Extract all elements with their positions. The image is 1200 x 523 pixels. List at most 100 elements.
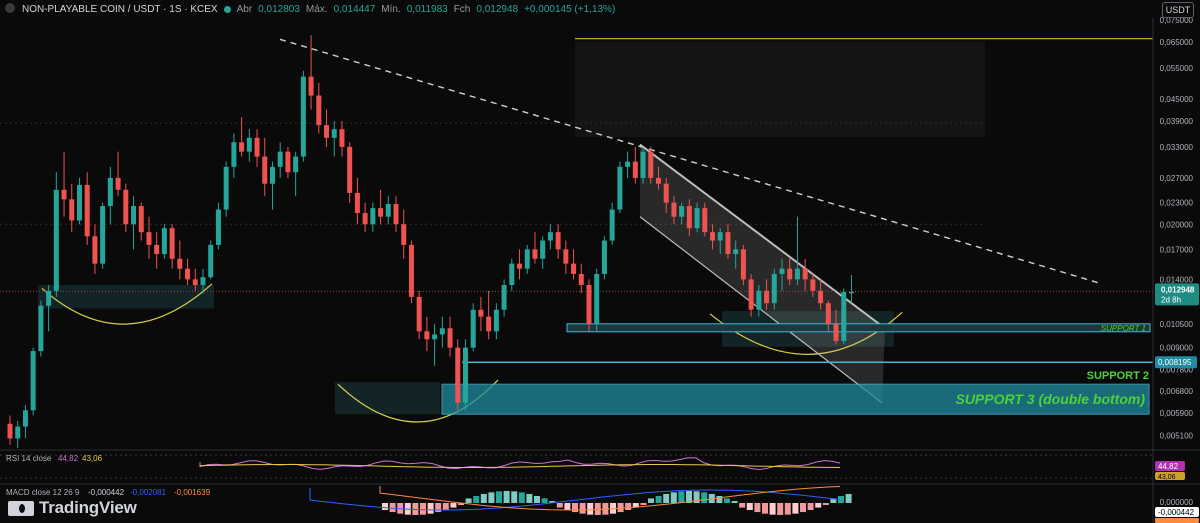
candle: [161, 224, 167, 259]
candle-body: [547, 232, 553, 241]
candle: [455, 339, 461, 411]
candle-body: [679, 206, 685, 217]
macd-hist-bar: [716, 496, 723, 503]
candle-body: [555, 232, 561, 250]
macd-hist-bar: [427, 503, 434, 514]
price-axis[interactable]: 0,075000 0,065000 0,055000 0,045000 0,039000…: [1152, 16, 1200, 523]
candle: [416, 290, 422, 340]
macd-title: MACD close 12 26 9: [6, 488, 80, 497]
candle-body: [848, 292, 854, 294]
candle-body: [710, 232, 716, 241]
rsi-ma-axis-value: 43,06: [1158, 474, 1176, 481]
candle: [555, 224, 561, 259]
macd-hist-bar: [655, 496, 662, 503]
candle-body: [455, 347, 461, 403]
candle-body: [632, 161, 638, 178]
symbol-title[interactable]: NON-PLAYABLE COIN / USDT · 1S · KCEX: [22, 3, 218, 15]
candle: [7, 415, 13, 445]
candle-body: [15, 426, 21, 439]
tradingview-logo[interactable]: TradingView: [8, 498, 137, 518]
price-tick-label: 0,009000: [1160, 344, 1194, 353]
descending-channel: [640, 144, 885, 403]
macd-hist-bar: [754, 503, 761, 513]
macd-hist-bar: [686, 491, 692, 503]
candle-body: [300, 76, 306, 157]
candle: [69, 183, 75, 233]
candle: [231, 133, 237, 178]
change-value: +0,000145 (+1,13%): [524, 3, 616, 15]
macd-hist-bar: [648, 498, 654, 503]
candle-body: [293, 156, 299, 173]
candle-body: [486, 316, 492, 332]
candle-body: [239, 142, 245, 152]
candle-body: [462, 347, 468, 403]
chart-header: NON-PLAYABLE COIN / USDT · 1S · KCEX Abr…: [0, 0, 615, 18]
candle-body: [208, 244, 214, 278]
macd-hist-bar: [389, 503, 396, 513]
macd-hist-bar: [518, 492, 525, 503]
macd-zero-label: 0,000000: [1160, 498, 1194, 507]
macd-hist-bar: [465, 498, 472, 503]
macd-line: [309, 488, 841, 511]
macd-hist-bar: [838, 496, 844, 503]
candle: [316, 82, 322, 134]
macd-hist-bar: [549, 501, 556, 503]
macd-hist-bar: [556, 503, 563, 508]
candle: [632, 146, 638, 184]
cup-zone-bottom: [335, 382, 440, 415]
macd-hist-bar: [815, 503, 822, 508]
tradingview-wordmark: TradingView: [39, 498, 137, 517]
candle: [493, 303, 499, 340]
candle-body: [532, 249, 538, 259]
macd-hist-bar: [458, 503, 464, 505]
macd-hist-bar: [382, 503, 388, 510]
candle-body: [833, 323, 839, 341]
candle-body: [131, 206, 137, 225]
candle-body: [509, 263, 515, 285]
price-tick-label: 0,010500: [1160, 320, 1194, 329]
macd-hist-axis-badge: [1155, 518, 1199, 523]
macd-signal-value: -0,002081: [130, 488, 167, 497]
open-value: 0,012803: [258, 3, 300, 15]
candle: [679, 202, 685, 225]
macd-hist-bar: [632, 503, 639, 508]
candle-body: [810, 279, 816, 291]
price-axis-bg: [1153, 18, 1200, 448]
macd-hist-bar: [769, 503, 776, 515]
candle-body: [748, 279, 754, 310]
candle: [841, 288, 847, 345]
macd-hist-bar: [564, 503, 571, 510]
candle: [540, 236, 546, 269]
candle: [300, 70, 306, 162]
candle-body: [269, 166, 275, 184]
candle-body: [7, 423, 13, 439]
candle-body: [200, 277, 206, 285]
candle: [764, 279, 770, 310]
support-2-price-label: 0,008195: [1158, 358, 1192, 367]
candle-body: [84, 184, 90, 237]
candle: [625, 151, 631, 178]
support-2-label: SUPPORT 2: [1087, 370, 1149, 382]
candle-body: [501, 284, 507, 310]
macd-hist-bar: [572, 503, 578, 513]
support-3-label: SUPPORT 3 (double bottom): [955, 391, 1145, 407]
candle: [462, 339, 468, 411]
price-tick-label: 0,039000: [1160, 117, 1194, 126]
candle: [385, 196, 391, 225]
candle-body: [53, 189, 59, 291]
candle: [208, 240, 214, 280]
candle-body: [408, 244, 414, 297]
candle-body: [686, 206, 692, 229]
last-price-badge: [1155, 283, 1199, 306]
candle-body: [694, 208, 700, 229]
candle: [146, 216, 152, 259]
candle: [740, 244, 746, 285]
candle: [578, 263, 584, 294]
candle: [177, 240, 183, 280]
macd-pane[interactable]: MACD close 12 26 9 -0,000442 -0,002081 -0,0…: [0, 483, 1200, 523]
macd-hist-bar: [435, 503, 442, 513]
currency-badge[interactable]: USDT: [1162, 2, 1194, 18]
